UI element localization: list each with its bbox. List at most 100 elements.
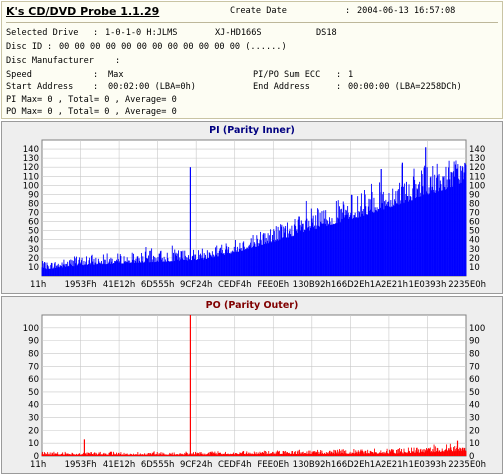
y-tick-label-left: 130 bbox=[23, 154, 39, 164]
x-tick-label: 41E12h bbox=[103, 460, 135, 470]
start-address-label: Start Address bbox=[6, 82, 74, 92]
pi-chart-title: PI (Parity Inner) bbox=[209, 125, 295, 136]
y-tick-label-left: 50 bbox=[28, 227, 39, 237]
y-tick-label-right: 90 bbox=[469, 337, 480, 347]
pipo-sum-ecc-colon: : bbox=[336, 70, 342, 80]
y-tick-label-right: 70 bbox=[469, 362, 480, 372]
start-address-colon: : bbox=[93, 82, 99, 92]
y-tick-label-right: 60 bbox=[469, 375, 480, 385]
y-tick-label-right: 100 bbox=[469, 181, 485, 191]
y-tick-label-right: 130 bbox=[469, 154, 485, 164]
speed-colon: : bbox=[93, 70, 99, 80]
y-tick-label-left: 0 bbox=[34, 452, 39, 462]
y-tick-label-right: 30 bbox=[469, 245, 480, 255]
disc-manufacturer-label: Disc Manufacturer bbox=[6, 56, 94, 66]
drive-model: XJ-HD166S bbox=[215, 28, 262, 38]
y-tick-label-right: 30 bbox=[469, 414, 480, 424]
x-tick-label: 1953Fh bbox=[65, 460, 97, 470]
y-tick-label-left: 110 bbox=[23, 172, 39, 182]
y-tick-label-left: 10 bbox=[28, 263, 39, 273]
x-tick-label: 130B92h bbox=[293, 460, 331, 470]
selected-drive-colon: : bbox=[93, 28, 99, 38]
po-chart-title: PO (Parity Outer) bbox=[205, 300, 299, 311]
y-tick-label-left: 120 bbox=[23, 163, 39, 173]
x-tick-label: CEDF4h bbox=[218, 280, 252, 290]
y-tick-label-left: 20 bbox=[28, 426, 39, 436]
y-tick-label-right: 110 bbox=[469, 172, 485, 182]
pipo-sum-ecc-value: 1 bbox=[348, 70, 354, 80]
speed-label: Speed bbox=[6, 70, 32, 80]
y-tick-label-left: 30 bbox=[28, 414, 39, 424]
x-tick-label: CEDF4h bbox=[218, 460, 252, 470]
x-tick-label: 6D555h bbox=[141, 460, 175, 470]
y-tick-label-right: 120 bbox=[469, 163, 485, 173]
y-tick-label-left: 60 bbox=[28, 218, 39, 228]
pipo-sum-ecc-label: PI/PO Sum ECC bbox=[253, 70, 321, 80]
create-date-colon: : bbox=[345, 6, 351, 16]
y-tick-label-left: 100 bbox=[23, 324, 39, 334]
y-tick-label-left: 50 bbox=[28, 388, 39, 398]
po-chart-panel: PO (Parity Outer) 0 0 10 10 20 20 30 30 40 40 50 50… bbox=[1, 296, 503, 474]
start-address-value: 00:02:00 (LBA=0h) bbox=[108, 82, 196, 92]
x-tick-label: FEE0Eh bbox=[257, 280, 289, 290]
create-date-value: 2004-06-13 16:57:08 bbox=[357, 6, 456, 16]
y-tick-label-right: 90 bbox=[469, 190, 480, 200]
disc-id-label: Disc ID bbox=[6, 42, 43, 52]
x-tick-label: 2235E0h bbox=[448, 460, 486, 470]
x-tick-label: 41E12h bbox=[103, 280, 135, 290]
y-tick-label-left: 80 bbox=[28, 349, 39, 359]
x-tick-label: 130B92h bbox=[293, 280, 331, 290]
drive-firmware: DS18 bbox=[316, 28, 337, 38]
y-tick-label-right: 70 bbox=[469, 209, 480, 219]
y-tick-label-left: 30 bbox=[28, 245, 39, 255]
y-tick-label-left: 80 bbox=[28, 199, 39, 209]
y-tick-label-right: 0 bbox=[469, 452, 474, 462]
y-tick-label-left: 10 bbox=[28, 439, 39, 449]
y-tick-label-right: 50 bbox=[469, 388, 480, 398]
y-tick-label-left: 20 bbox=[28, 254, 39, 264]
x-tick-label: 11h bbox=[30, 280, 46, 290]
y-tick-label-right: 80 bbox=[469, 349, 480, 359]
y-tick-label-right: 10 bbox=[469, 439, 480, 449]
plot-area bbox=[41, 314, 467, 457]
y-tick-label-right: 80 bbox=[469, 199, 480, 209]
disc-id-colon: : bbox=[47, 42, 53, 52]
end-address-colon: : bbox=[336, 82, 342, 92]
y-tick-label-right: 100 bbox=[469, 324, 485, 334]
selected-drive-value: 1-0-1-0 H:JLMS bbox=[105, 28, 178, 38]
x-tick-label: 166D2Eh bbox=[331, 280, 370, 290]
y-tick-label-left: 60 bbox=[28, 375, 39, 385]
x-tick-label: 9CF24h bbox=[180, 460, 212, 470]
y-tick-label-right: 20 bbox=[469, 254, 480, 264]
pi-chart-panel: PI (Parity Inner) 10 10 20 20 30 30 40 40 50 50 60… bbox=[1, 121, 503, 294]
pi-summary: PI Max= 0 , Total= 0 , Average= 0 bbox=[6, 95, 177, 105]
x-tick-label: FEE0Eh bbox=[257, 460, 289, 470]
y-tick-label-right: 40 bbox=[469, 401, 480, 411]
disc-manufacturer-colon: : bbox=[115, 56, 121, 66]
y-tick-label-right: 140 bbox=[469, 145, 485, 155]
x-tick-label: 1E0393h bbox=[409, 460, 447, 470]
x-tick-label: 6D555h bbox=[141, 280, 175, 290]
x-tick-label: 1E0393h bbox=[409, 280, 447, 290]
po-summary: PO Max= 0 , Total= 0 , Average= 0 bbox=[6, 107, 177, 117]
info-header: K's CD/DVD Probe 1.1.29 Create Date : 20… bbox=[1, 1, 503, 119]
po-chart: 0 0 10 10 20 20 30 30 40 40 50 50 60 60 70 70 80 80 90 90 10… bbox=[23, 314, 486, 470]
y-tick-label-right: 60 bbox=[469, 218, 480, 228]
x-tick-label: 1A2E21h bbox=[370, 460, 408, 470]
data-bars bbox=[41, 443, 467, 456]
y-tick-label-left: 70 bbox=[28, 362, 39, 372]
x-tick-label: 2235E0h bbox=[448, 280, 486, 290]
x-tick-label: 11h bbox=[30, 460, 46, 470]
y-tick-label-right: 20 bbox=[469, 426, 480, 436]
y-tick-label-left: 100 bbox=[23, 181, 39, 191]
app-title: K's CD/DVD Probe 1.1.29 bbox=[6, 5, 160, 18]
y-tick-label-left: 140 bbox=[23, 145, 39, 155]
y-tick-label-left: 90 bbox=[28, 190, 39, 200]
end-address-value: 00:00:00 (LBA=2258DCh) bbox=[348, 82, 462, 92]
y-tick-label-left: 40 bbox=[28, 401, 39, 411]
x-tick-label: 1A2E21h bbox=[370, 280, 408, 290]
x-tick-label: 9CF24h bbox=[180, 280, 212, 290]
y-tick-label-left: 40 bbox=[28, 236, 39, 246]
header-divider bbox=[6, 22, 498, 23]
y-tick-label-right: 40 bbox=[469, 236, 480, 246]
